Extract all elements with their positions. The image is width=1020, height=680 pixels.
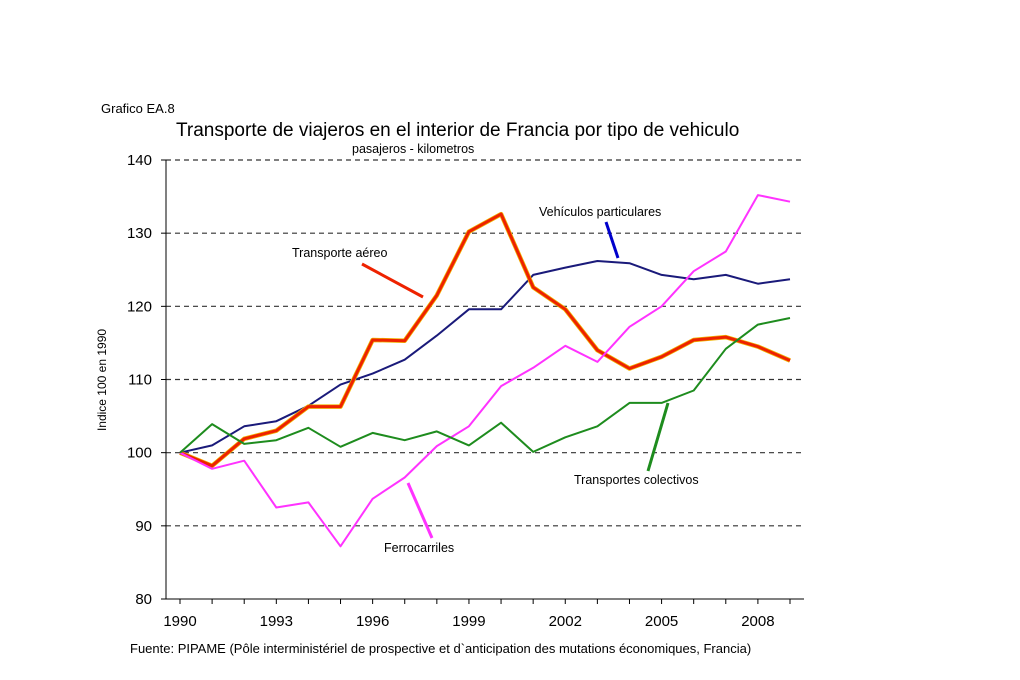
chart-title: Transporte de viajeros en el interior de…: [176, 120, 740, 141]
pointer-transportes-colectivos: [646, 402, 670, 472]
source-note: Fuente: PIPAME (Pôle interministériel de…: [130, 641, 752, 656]
series-lines: [179, 194, 791, 548]
pointer-vehiculos-particulares: [604, 221, 620, 259]
x-tick-label: 1996: [356, 613, 389, 630]
x-tick-label: 1990: [163, 613, 196, 630]
series-line-vehiculos-particulares: [179, 260, 791, 454]
x-tick-label: 1993: [260, 613, 293, 630]
x-tick-label: 2002: [549, 613, 582, 630]
x-tick-labels: 1990 1993 1996 1999 2002 2005 2008: [163, 599, 791, 630]
y-tick-label: 140: [127, 152, 152, 169]
y-tick-label: 130: [127, 225, 152, 242]
gridlines: [166, 159, 804, 527]
series-line-ferrocarriles: [179, 194, 791, 548]
y-tick-label: 120: [127, 298, 152, 315]
y-tick-labels: 80 90 100 110 120 130 140: [127, 152, 166, 608]
x-tick-label: 2005: [645, 613, 678, 630]
y-tick-label: 90: [135, 518, 152, 535]
label-ferrocarriles: Ferrocarriles: [384, 541, 454, 555]
y-tick-label: 110: [128, 372, 152, 389]
annotations: Vehículos particulares Transporte aéreo …: [292, 205, 699, 555]
series-line-transporte-aereo: [179, 212, 791, 468]
pointer-transporte-aereo: [361, 262, 424, 299]
label-transportes-colectivos: Transportes colectivos: [574, 473, 699, 487]
pointer-ferrocarriles: [406, 482, 434, 539]
x-tick-label: 1999: [452, 613, 485, 630]
label-transporte-aereo: Transporte aéreo: [292, 246, 387, 260]
figure-label: Grafico EA.8: [101, 101, 175, 116]
y-axis-label: Indice 100 en 1990: [95, 329, 109, 431]
y-tick-label: 100: [127, 445, 152, 462]
x-tick-label: 2008: [741, 613, 774, 630]
y-tick-label: 80: [135, 591, 152, 608]
series-line-transportes-colectivos: [179, 317, 791, 454]
chart-subtitle: pasajeros - kilometros: [352, 142, 475, 156]
label-vehiculos-particulares: Vehículos particulares: [539, 205, 661, 219]
